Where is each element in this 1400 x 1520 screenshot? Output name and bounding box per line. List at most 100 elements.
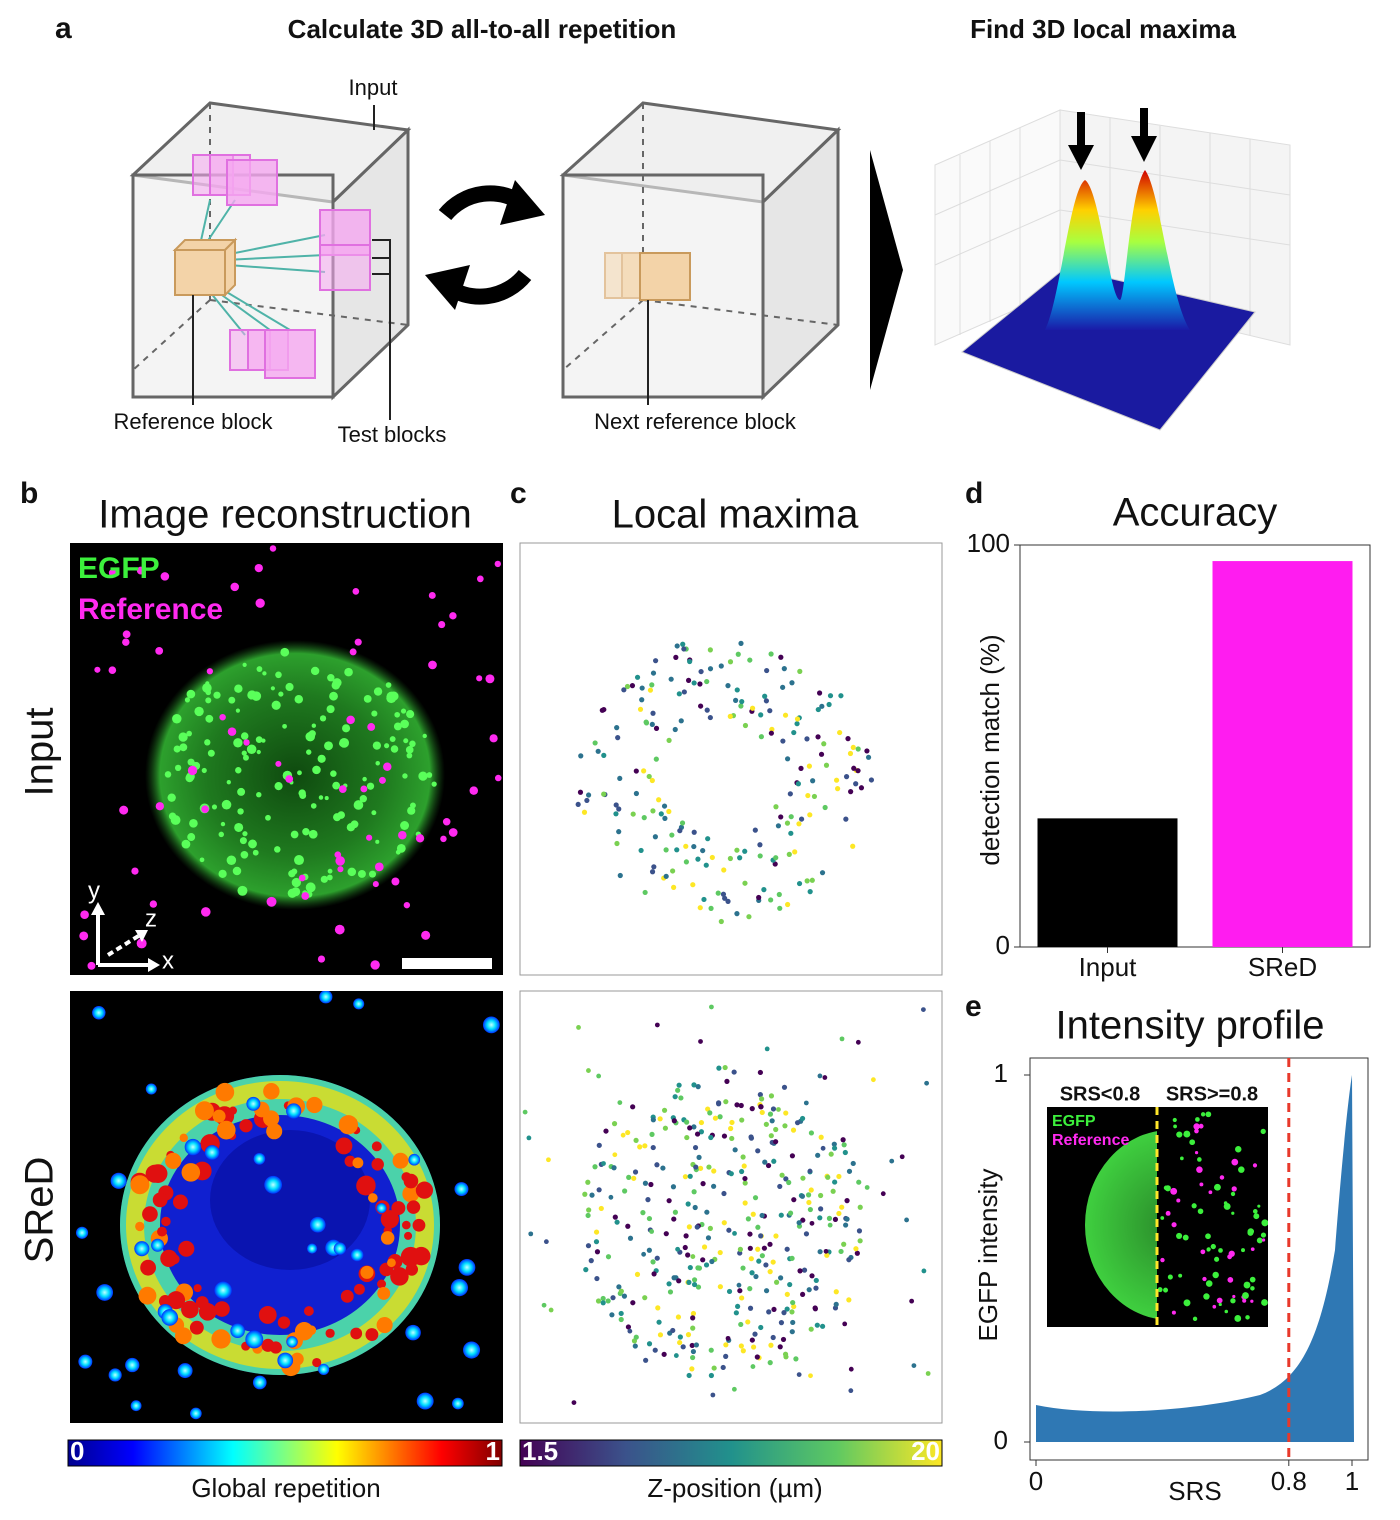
speckle [297,770,302,776]
speckle [406,710,415,719]
speckle [405,1324,421,1341]
speckle [408,1153,421,1166]
speckle [240,732,249,740]
decorative-dot [818,1134,824,1140]
decorative-dot [850,843,856,849]
decorative-dot [789,1309,795,1315]
speckle [1205,1111,1212,1118]
speckle [403,901,411,909]
decorative-dot [846,1297,852,1303]
decorative-dot [708,1134,714,1141]
decorative-dot [703,1262,710,1268]
speckle [108,568,117,577]
decorative-dot [858,785,865,791]
decorative-dot [781,1084,788,1090]
speckle [1191,1203,1197,1209]
decorative-dot [773,1233,779,1239]
decorative-dot [687,1173,693,1179]
decorative-dot [614,1219,620,1225]
speckle [335,856,345,866]
decorative-dot [720,1364,726,1371]
decorative-dot [676,1278,682,1284]
decorative-dot [809,1220,815,1226]
decorative-dot [723,1353,729,1359]
chart-title: Intensity profile [1055,1004,1324,1048]
speckle [359,795,367,803]
speckle [237,808,244,815]
decorative-dot [784,1291,790,1297]
decorative-dot [698,1039,703,1044]
speckle [1223,1201,1228,1205]
speckle [1170,1187,1178,1195]
speckle [409,740,416,748]
decorative-dot [656,797,662,803]
speckle [442,817,451,826]
speckle [1199,1182,1204,1187]
speckle [228,696,236,704]
speckle [233,738,243,748]
row-label: SReD [18,1157,62,1264]
speckle [353,800,364,810]
decorative-dot [596,1187,602,1193]
decorative-dot [653,725,660,731]
speckle [1224,1309,1229,1314]
decorative-dot [762,693,768,699]
decorative-dot [911,1363,917,1368]
decorative-dot [712,1115,719,1121]
decorative-dot [627,1328,633,1334]
speckle [308,829,318,839]
decorative-dot [770,1106,777,1112]
panel-title: Calculate 3D all-to-all repetition [288,14,677,44]
speckle [416,1392,434,1410]
speckle [235,708,241,713]
decorative-dot [722,1064,728,1071]
decorative-dot [641,768,647,774]
inset-image [1047,1107,1268,1327]
y-tick-label: 0 [996,930,1010,960]
decorative-dot [589,1192,595,1198]
decorative-dot [726,1288,733,1295]
decorative-dot [704,678,710,685]
decorative-dot [672,1209,679,1215]
decorative-dot [806,1199,812,1206]
speckle [318,1363,330,1375]
decorative-dot [780,684,786,690]
speckle [199,857,205,863]
decorative-dot [813,1277,819,1284]
decorative-dot [746,914,752,920]
speckle [418,771,428,781]
decorative-dot [721,1190,727,1197]
speckle [200,907,211,917]
speckle [383,762,392,771]
decorative-dot [738,1343,744,1349]
bar [1212,561,1353,947]
speckle [261,738,266,743]
decorative-dot [650,1117,656,1123]
decorative-dot [616,1284,622,1290]
decorative-dot [904,1217,909,1223]
speckle [155,802,165,811]
decorative-dot [814,1322,820,1328]
decorative-dot [689,1366,695,1372]
decorative-dot [642,1180,649,1186]
decorative-dot [757,1092,763,1098]
block-diagram [172,105,391,420]
speckle [396,843,406,853]
speckle [476,575,484,583]
decorative-dot [725,898,731,904]
decorative-dot [707,1225,713,1231]
panel-letter: c [510,477,527,510]
decorative-dot [758,734,764,740]
speckle [151,1238,165,1252]
decorative-dot [700,847,706,854]
decorative-dot [798,816,805,822]
speckle [294,694,304,704]
decorative-dot [750,1364,756,1369]
decorative-dot [785,901,791,908]
decorative-dot [797,1268,803,1274]
speckle [325,1328,335,1338]
decorative-dot [816,690,823,696]
decorative-dot [697,681,703,687]
x-tick-label: 0 [1029,1466,1043,1496]
speckle [363,694,372,703]
